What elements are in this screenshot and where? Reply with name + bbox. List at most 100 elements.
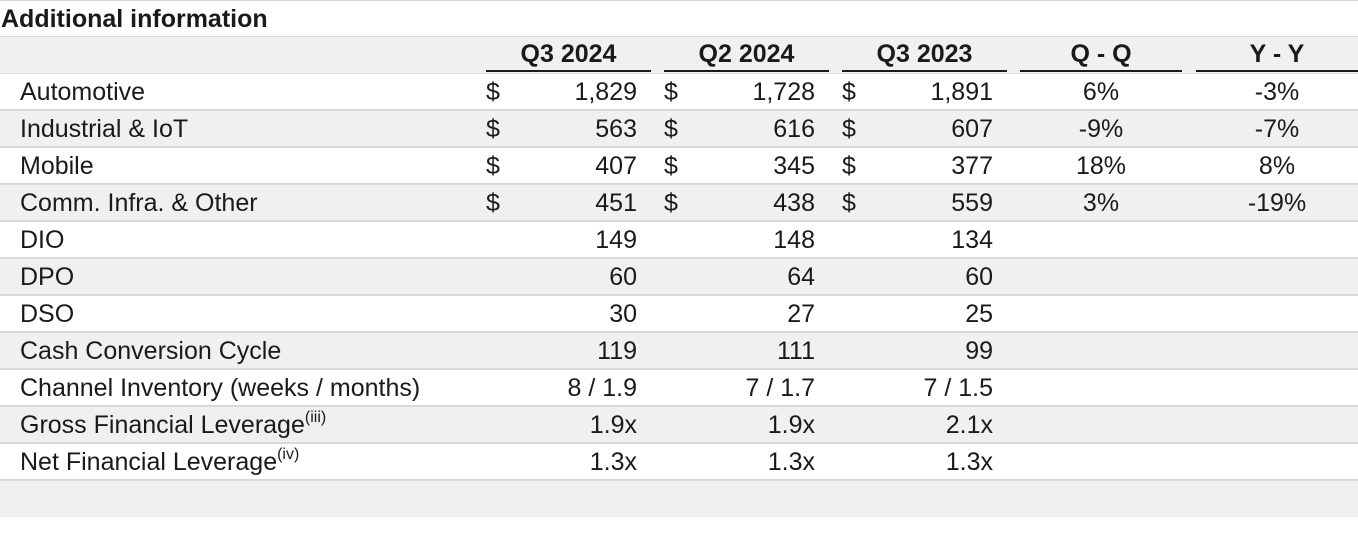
value-q3-2023: 7 / 1.5 <box>923 374 994 402</box>
row-label-text: Cash Conversion Cycle <box>20 337 282 365</box>
value-q3-2024: 8 / 1.9 <box>567 374 638 402</box>
row-label: Gross Financial Leverage(iii) <box>20 407 326 442</box>
currency-q3-2023: $ <box>842 115 856 143</box>
row-label-text: Comm. Infra. & Other <box>20 189 258 217</box>
row-label: Cash Conversion Cycle <box>20 333 281 368</box>
table-row: DSO 30 27 25 <box>0 296 1358 333</box>
value-q3-2024: 407 <box>595 152 637 180</box>
currency-q3-2023: $ <box>842 78 856 106</box>
value-q3-2023: 377 <box>951 152 993 180</box>
row-label-text: Channel Inventory (weeks / months) <box>20 374 421 402</box>
value-q3-2024: 451 <box>595 189 637 217</box>
row-label: Mobile <box>20 148 94 183</box>
row-label: DPO <box>20 259 74 294</box>
value-q2-2024: 1,728 <box>752 78 815 106</box>
currency-q3-2023: $ <box>842 189 856 217</box>
value-q3-2024: 1,829 <box>574 78 637 106</box>
value-q3-2024: 60 <box>609 263 637 291</box>
value-q3-2024: 563 <box>595 115 637 143</box>
currency-q3-2023: $ <box>842 152 856 180</box>
value-q2-2024: 345 <box>773 152 815 180</box>
row-label-text: Net Financial Leverage <box>20 448 278 476</box>
value-q3-2024: 30 <box>609 300 637 328</box>
value-qq <box>1020 333 1182 368</box>
currency-q3-2024: $ <box>486 189 500 217</box>
value-yy <box>1196 222 1358 257</box>
table-row: DPO 60 64 60 <box>0 259 1358 296</box>
value-yy: 8% <box>1258 152 1296 180</box>
value-yy <box>1196 259 1358 294</box>
column-header-yy: Y - Y <box>1196 41 1358 72</box>
table-row: Comm. Infra. & Other $451 $438 $559 3% -19% <box>0 185 1358 222</box>
value-q2-2024: 7 / 1.7 <box>745 374 816 402</box>
row-label: Industrial & IoT <box>20 111 188 146</box>
table-row: Gross Financial Leverage(iii) 1.9x 1.9x 2.1… <box>0 407 1358 444</box>
row-label-text: Industrial & IoT <box>20 115 189 143</box>
row-label-text: Gross Financial Leverage <box>20 411 305 439</box>
footnote-marker: (iv) <box>277 446 300 463</box>
currency-q2-2024: $ <box>664 189 678 217</box>
value-q3-2023: 559 <box>951 189 993 217</box>
value-qq <box>1020 407 1182 442</box>
value-yy <box>1196 407 1358 442</box>
value-yy <box>1196 444 1358 479</box>
table-row: DIO 149 148 134 <box>0 222 1358 259</box>
column-header-q2-2024: Q2 2024 <box>664 41 829 72</box>
table-footer-band <box>0 481 1358 517</box>
column-header-qq: Q - Q <box>1020 41 1182 72</box>
table-row: Industrial & IoT $563 $616 $607 -9% -7% <box>0 111 1358 148</box>
title-row: Additional information <box>0 0 1358 37</box>
row-label: DSO <box>20 296 74 331</box>
row-label-text: DSO <box>20 300 75 328</box>
value-yy: -3% <box>1254 78 1300 106</box>
row-label-text: DPO <box>20 263 75 291</box>
value-q3-2023: 99 <box>965 337 993 365</box>
value-q2-2024: 27 <box>787 300 815 328</box>
row-label-text: Mobile <box>20 152 94 180</box>
value-qq <box>1020 296 1182 331</box>
row-label: Net Financial Leverage(iv) <box>20 444 299 479</box>
value-qq: 6% <box>1082 78 1120 106</box>
row-label: Comm. Infra. & Other <box>20 185 258 220</box>
value-yy <box>1196 333 1358 368</box>
value-q3-2023: 134 <box>951 226 993 254</box>
currency-q3-2024: $ <box>486 78 500 106</box>
value-qq: 3% <box>1082 189 1120 217</box>
currency-q3-2024: $ <box>486 115 500 143</box>
value-qq <box>1020 444 1182 479</box>
value-qq <box>1020 259 1182 294</box>
row-label: Automotive <box>20 74 145 109</box>
value-q2-2024: 438 <box>773 189 815 217</box>
value-q3-2024: 1.9x <box>589 411 637 439</box>
value-qq: -9% <box>1078 115 1124 143</box>
table-row: Automotive $1,829 $1,728 $1,891 6% -3% <box>0 74 1358 111</box>
value-q3-2023: 1.3x <box>945 448 993 476</box>
value-q3-2023: 60 <box>965 263 993 291</box>
row-label-text: DIO <box>20 226 65 254</box>
row-label-text: Automotive <box>20 78 146 106</box>
table-row: Channel Inventory (weeks / months) 8 / 1.… <box>0 370 1358 407</box>
value-q3-2024: 1.3x <box>589 448 637 476</box>
value-q2-2024: 64 <box>787 263 815 291</box>
value-q2-2024: 1.3x <box>767 448 815 476</box>
value-q3-2023: 607 <box>951 115 993 143</box>
value-yy: -19% <box>1247 189 1307 217</box>
table-row: Cash Conversion Cycle 119 111 99 <box>0 333 1358 370</box>
value-yy: -7% <box>1254 115 1300 143</box>
row-label: Channel Inventory (weeks / months) <box>20 370 420 405</box>
table-row: Mobile $407 $345 $377 18% 8% <box>0 148 1358 185</box>
value-q3-2023: 1,891 <box>930 78 993 106</box>
value-yy <box>1196 370 1358 405</box>
value-q3-2023: 25 <box>965 300 993 328</box>
value-q2-2024: 111 <box>776 337 815 365</box>
value-qq: 18% <box>1075 152 1127 180</box>
table-title: Additional information <box>1 5 268 33</box>
currency-q2-2024: $ <box>664 78 678 106</box>
value-qq <box>1020 370 1182 405</box>
value-yy <box>1196 296 1358 331</box>
currency-q2-2024: $ <box>664 152 678 180</box>
value-q3-2023: 2.1x <box>945 411 993 439</box>
column-header-q3-2023: Q3 2023 <box>842 41 1007 72</box>
value-q2-2024: 1.9x <box>767 411 815 439</box>
value-q3-2024: 149 <box>595 226 637 254</box>
